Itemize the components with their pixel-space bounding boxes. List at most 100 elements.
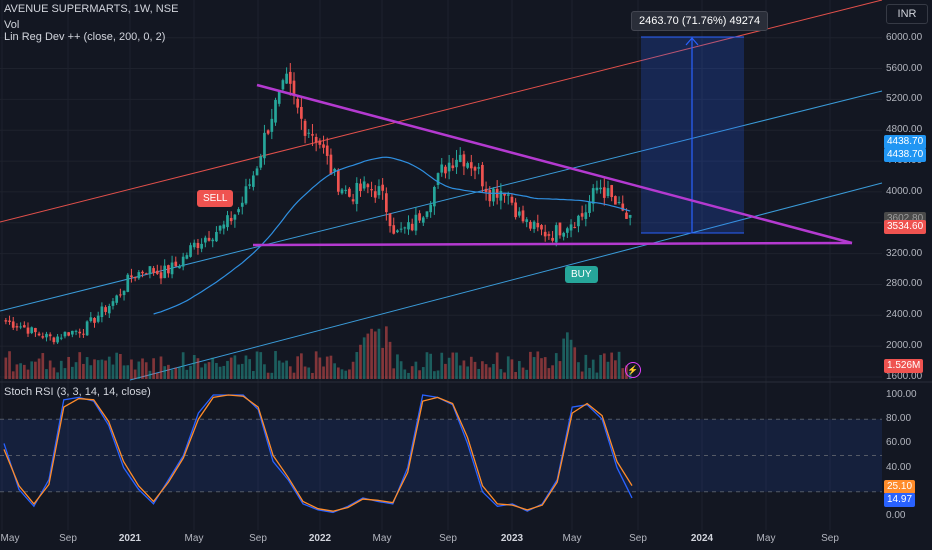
currency-button[interactable]: INR [886, 4, 928, 24]
candle-body [392, 225, 396, 234]
candle-body [152, 268, 155, 273]
candle-body [396, 230, 399, 233]
time-tick-label: Sep [821, 533, 839, 544]
price-tick-label: 4000.00 [886, 185, 923, 197]
candle-body [370, 189, 373, 191]
candle-body [466, 163, 469, 168]
volume-bar [466, 366, 469, 379]
volume-bar [436, 370, 440, 379]
volume-bar [418, 370, 421, 379]
volume-bar [285, 360, 288, 379]
legend-volume[interactable]: Vol [4, 19, 20, 31]
volume-bar [30, 361, 34, 379]
buy-signal: BUY [565, 266, 598, 283]
candle-body [488, 190, 492, 202]
volume-bar [26, 369, 30, 379]
candle-body [606, 188, 610, 197]
time-tick-label: May [372, 533, 392, 544]
volume-bar [100, 359, 104, 379]
legend-stoch[interactable]: Stoch RSI (3, 3, 14, 14, close) [4, 386, 151, 398]
stoch-d-line [3, 394, 633, 512]
candle-body [614, 196, 617, 205]
candle-body [573, 227, 577, 229]
volume-bar [96, 360, 100, 379]
candle-body [628, 214, 632, 218]
price-tag-upper1: 4438.70 [884, 135, 927, 149]
volume-bar [19, 363, 22, 379]
candle-body [70, 330, 74, 335]
triangle-lower-trendline [252, 241, 853, 247]
candle-body [122, 290, 126, 296]
volume-bar [244, 355, 248, 379]
candle-body [584, 212, 588, 219]
volume-bar [311, 372, 314, 379]
volume-bar [384, 326, 388, 379]
candle-body [384, 193, 388, 213]
candle-body [119, 294, 122, 296]
volume-bar [303, 366, 307, 379]
volume-bar [85, 357, 89, 379]
volume-bar [89, 365, 93, 379]
volume-bar [34, 361, 37, 379]
candle-body [233, 214, 237, 220]
volume-bar [37, 358, 41, 379]
volume-bar [141, 358, 144, 379]
candle-body [377, 186, 381, 196]
candle-body [617, 201, 621, 203]
time-tick-label: Sep [59, 533, 77, 544]
volume-bar [573, 347, 577, 379]
candle-body [373, 191, 377, 198]
candle-body [621, 203, 625, 211]
volume-bar [266, 372, 270, 379]
candle-body [215, 231, 218, 242]
candle-body [185, 255, 189, 259]
volume-bar [373, 331, 377, 379]
lightning-icon[interactable]: ⚡ [625, 362, 641, 378]
volume-bar [366, 333, 370, 379]
legend-symbol[interactable]: AVENUE SUPERMARTS, 1W, NSE [4, 3, 179, 15]
candle-body [558, 222, 562, 236]
candle-body [252, 175, 255, 187]
volume-bar [203, 363, 207, 379]
candle-body [248, 184, 252, 186]
candle-body [481, 164, 484, 187]
volume-bar [381, 347, 384, 379]
candle-body [473, 167, 477, 171]
candle-body [41, 336, 45, 338]
volume-bar [595, 372, 599, 379]
legend-linreg[interactable]: Lin Reg Dev ++ (close, 200, 0, 2) [4, 31, 166, 43]
candle-body [181, 256, 185, 267]
volume-bar [167, 364, 170, 379]
candle-body [433, 186, 436, 207]
volume-bar [122, 365, 126, 379]
candle-body [37, 333, 41, 336]
candle-body [381, 184, 384, 191]
volume-bar [56, 372, 59, 379]
price-tick-label: 1600.00 [886, 371, 923, 382]
volume-bar [566, 332, 569, 379]
volume-bar [196, 358, 200, 379]
volume-bar [481, 361, 484, 379]
volume-bar [336, 367, 340, 379]
candle-body [351, 199, 355, 202]
volume-bar [540, 358, 543, 379]
volume-bar [577, 362, 580, 379]
volume-bar [492, 363, 495, 379]
candle-body [506, 194, 510, 196]
volume-bar [288, 366, 292, 379]
volume-bar [126, 365, 130, 379]
stoch-tick-label: 0.00 [886, 510, 906, 521]
candle-body [100, 306, 104, 318]
candle-body [469, 162, 473, 169]
volume-bar [614, 360, 617, 379]
candle-body [226, 215, 229, 228]
candle-body [167, 265, 170, 274]
volume-bar [45, 369, 48, 379]
volume-bar [429, 353, 433, 379]
volume-bar [329, 355, 333, 379]
candle-body [11, 321, 15, 328]
volume-bar [59, 360, 63, 379]
volume-bar [455, 352, 458, 379]
